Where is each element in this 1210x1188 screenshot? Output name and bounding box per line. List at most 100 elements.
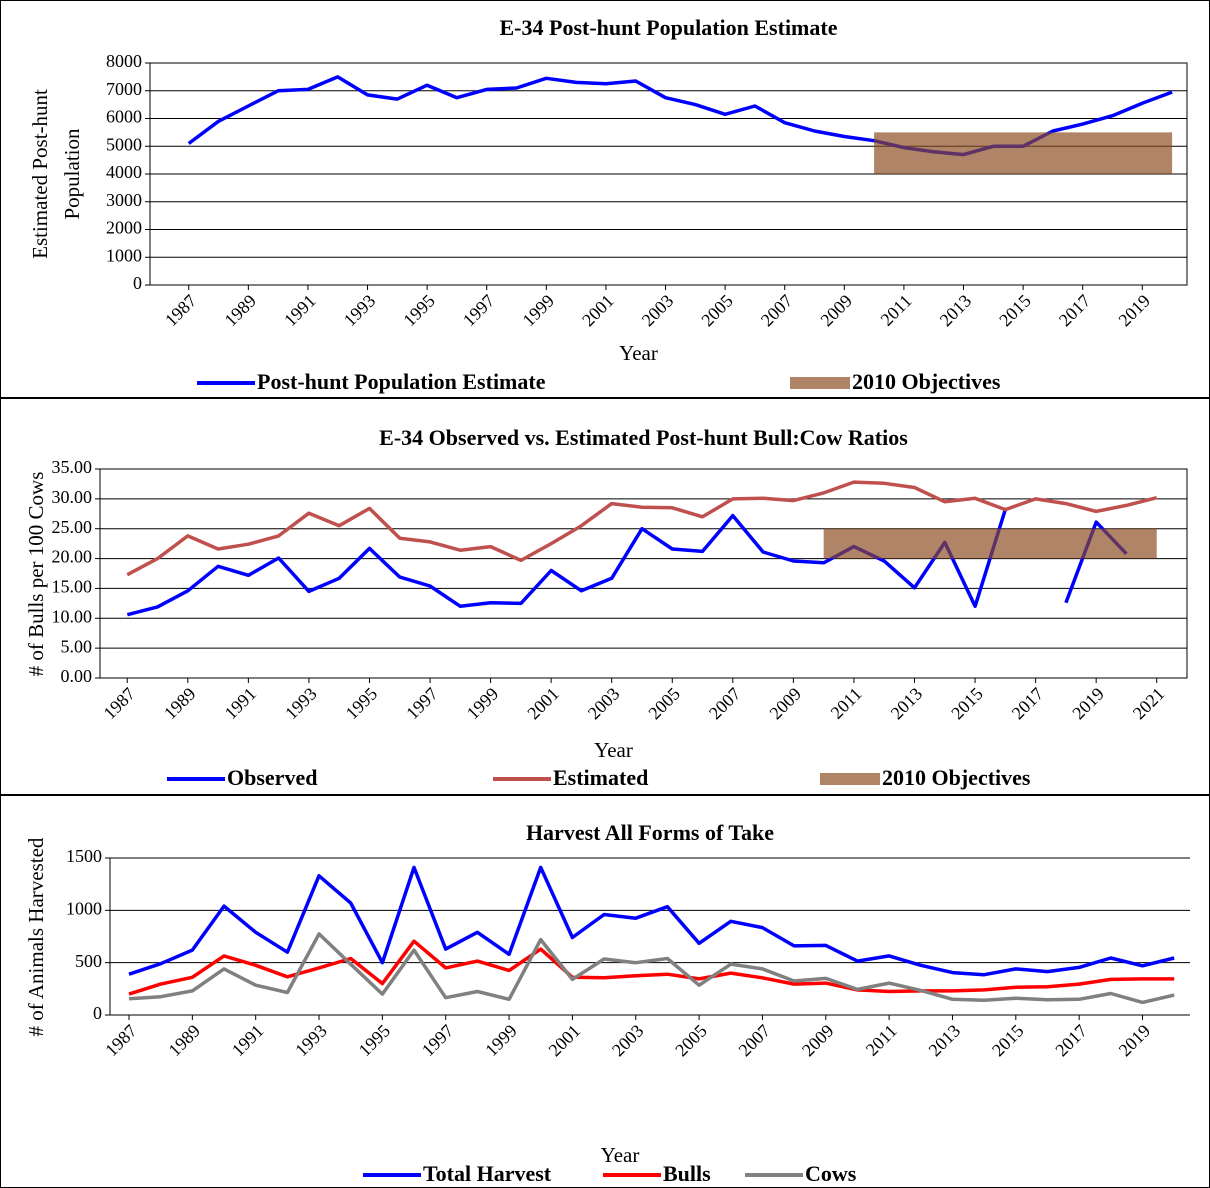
y-tick-label: 0: [133, 273, 142, 293]
x-tick-label: 2011: [877, 291, 916, 330]
x-axis-label: Year: [601, 1143, 640, 1167]
x-tick-label: 2007: [705, 684, 745, 724]
y-axis-label: Estimated Post-hunt: [28, 89, 52, 259]
x-tick-label: 2009: [798, 1021, 838, 1061]
x-axis-label: Year: [619, 341, 658, 365]
x-tick-label: 2015: [988, 1021, 1028, 1061]
x-tick-label: 2003: [584, 684, 624, 724]
x-tick-label: 2015: [995, 291, 1035, 331]
legend-label: Total Harvest: [423, 1161, 552, 1186]
objective-band: [874, 132, 1173, 174]
x-axis-label: Year: [594, 738, 633, 762]
x-tick-label: 2017: [1055, 291, 1095, 331]
y-tick-label: 1000: [66, 898, 102, 918]
y-tick-label: 1000: [106, 245, 142, 265]
legend-label: 2010 Objectives: [882, 765, 1031, 790]
x-tick-label: 2009: [766, 684, 806, 724]
legend-label: Bulls: [663, 1161, 711, 1186]
x-tick-label: 2011: [862, 1021, 901, 1060]
legend-label: Cows: [805, 1161, 857, 1186]
series-line: [128, 932, 1175, 1005]
x-tick-label: 1999: [481, 1021, 521, 1061]
y-tick-label: 35.00: [52, 457, 93, 477]
x-tick-label: 2017: [1051, 1021, 1091, 1061]
legend-label: Estimated: [553, 765, 648, 790]
panel-border: [0, 398, 1210, 795]
x-tick-label: 1989: [220, 291, 260, 331]
y-tick-label: 0.00: [61, 666, 93, 686]
y-tick-label: 500: [75, 951, 102, 971]
x-tick-label: 2015: [947, 684, 987, 724]
y-tick-label: 25.00: [52, 517, 93, 537]
x-tick-label: 2013: [887, 684, 927, 724]
plot-frame: [149, 62, 1188, 286]
panel-border: [0, 0, 1210, 398]
x-tick-label: 2013: [925, 1021, 965, 1061]
series-line: [128, 865, 1175, 977]
x-tick-label: 2001: [523, 684, 563, 724]
x-tick-label: 1993: [291, 1021, 331, 1061]
y-tick-label: 5000: [106, 134, 142, 154]
x-tick-label: 1995: [342, 684, 382, 724]
y-tick-label: 5.00: [61, 636, 93, 656]
x-tick-label: 2021: [1129, 684, 1169, 724]
y-tick-label: 20.00: [52, 547, 93, 567]
x-tick-label: 1997: [418, 1021, 458, 1061]
series-line: [126, 509, 1128, 617]
x-tick-label: 1999: [463, 684, 503, 724]
series-line: [128, 939, 1175, 996]
x-tick-label: 2009: [816, 291, 856, 331]
x-tick-label: 1997: [459, 291, 499, 331]
x-tick-label: 1991: [280, 291, 320, 331]
x-tick-label: 2003: [608, 1021, 648, 1061]
x-tick-label: 2005: [644, 684, 684, 724]
x-tick-label: 1991: [221, 684, 261, 724]
objective-band: [823, 528, 1157, 559]
y-axis-label: Population: [60, 128, 84, 220]
x-tick-label: 2019: [1114, 291, 1154, 331]
x-tick-label: 2003: [638, 291, 678, 331]
y-tick-label: 2000: [106, 218, 142, 238]
x-tick-label: 2001: [578, 291, 618, 331]
x-tick-label: 1999: [518, 291, 558, 331]
y-tick-label: 15.00: [52, 577, 93, 597]
y-tick-label: 6000: [106, 107, 142, 127]
x-tick-label: 1989: [160, 684, 200, 724]
legend-label: Post-hunt Population Estimate: [257, 369, 546, 394]
legend-swatch: [790, 377, 850, 389]
chart-title: E-34 Post-hunt Population Estimate: [500, 15, 838, 40]
x-tick-label: 2019: [1115, 1021, 1155, 1061]
x-tick-label: 2005: [697, 291, 737, 331]
x-tick-label: 2007: [757, 291, 797, 331]
x-tick-label: 1987: [161, 291, 201, 331]
y-tick-label: 30.00: [52, 487, 93, 507]
y-tick-label: 4000: [106, 162, 142, 182]
plot-frame: [99, 468, 1188, 679]
y-tick-label: 7000: [106, 79, 142, 99]
x-tick-label: 2011: [827, 684, 866, 723]
x-tick-label: 2013: [936, 291, 976, 331]
y-tick-label: 10.00: [52, 606, 93, 626]
legend-swatch: [820, 773, 880, 785]
x-tick-label: 1995: [399, 291, 439, 331]
y-tick-label: 8000: [106, 51, 142, 71]
x-tick-label: 1995: [355, 1021, 395, 1061]
y-tick-label: 0: [93, 1003, 102, 1023]
x-tick-label: 1993: [281, 684, 321, 724]
series-line: [126, 480, 1158, 577]
x-tick-label: 2005: [671, 1021, 711, 1061]
legend-label: 2010 Objectives: [852, 369, 1001, 394]
y-tick-label: 1500: [66, 846, 102, 866]
y-tick-label: 3000: [106, 190, 142, 210]
y-axis-label: # of Animals Harvested: [24, 837, 48, 1036]
legend-label: Observed: [227, 765, 317, 790]
x-tick-label: 1993: [340, 291, 380, 331]
chart-title: E-34 Observed vs. Estimated Post-hunt Bu…: [379, 425, 908, 450]
x-tick-label: 2019: [1068, 684, 1108, 724]
x-tick-label: 2007: [735, 1021, 775, 1061]
x-tick-label: 1987: [101, 1021, 141, 1061]
x-tick-label: 2017: [1008, 684, 1048, 724]
y-axis-label: # of Bulls per 100 Cows: [24, 472, 48, 677]
x-tick-label: 1987: [99, 684, 139, 724]
